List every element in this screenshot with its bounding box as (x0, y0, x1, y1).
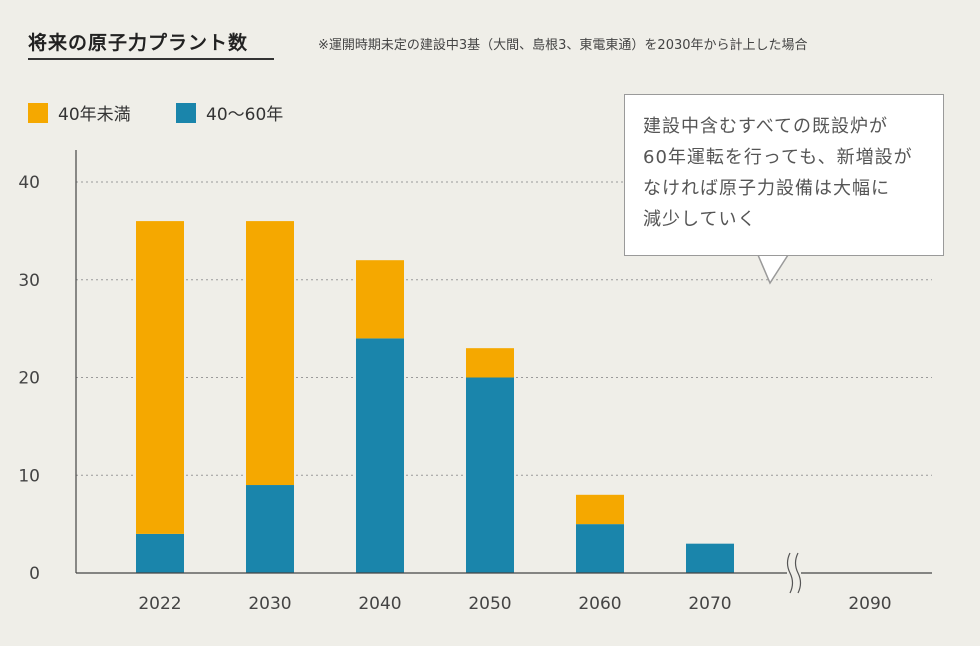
bar-segment-under-40 (136, 221, 184, 534)
legend-swatch-under-40 (28, 102, 48, 123)
callout-line: 60年運転を行っても、新増設が (643, 147, 913, 168)
bar-segment-40-60 (466, 377, 514, 573)
axis-break-line (794, 552, 802, 594)
axis-break-gap (787, 553, 801, 593)
bar-segment-under-40 (466, 348, 514, 378)
x-tick-label: 2050 (468, 594, 511, 614)
legend-item-40-60: 40〜60年 (176, 100, 283, 125)
title-underline (28, 58, 274, 60)
x-tick-label: 2070 (688, 594, 731, 614)
callout-line: なければ原子力設備は大幅に (643, 178, 890, 199)
callout-box: 建設中含むすべての既設炉が 60年運転を行っても、新増設が なければ原子力設備は… (624, 94, 944, 256)
x-tick-label: 2030 (248, 594, 291, 614)
chart-note: ※運開時期未定の建設中3基（大間、島根3、東電東通）を2030年から計上した場合 (318, 38, 808, 53)
callout-line: 減少していく (643, 209, 757, 230)
x-tick-label: 2090 (848, 594, 891, 614)
bar-segment-40-60 (136, 533, 184, 573)
legend-label-40-60: 40〜60年 (206, 105, 284, 125)
x-tick-label: 2022 (138, 594, 181, 614)
bar-segment-under-40 (246, 221, 294, 486)
callout-line: 建設中含むすべての既設炉が (643, 116, 889, 137)
y-tick-label: 30 (18, 271, 40, 291)
y-tick-label: 40 (18, 173, 40, 193)
bar-segment-40-60 (686, 543, 734, 573)
legend-item-under-40: 40年未満 (28, 100, 131, 125)
y-tick-label: 20 (18, 369, 40, 389)
y-tick-label: 10 (18, 466, 40, 486)
bar-segment-40-60 (356, 338, 404, 573)
callout-tail (757, 254, 789, 285)
x-tick-label: 2060 (578, 594, 621, 614)
axis-break-line (786, 552, 794, 594)
chart-title: 将来の原子力プラント数 (28, 32, 249, 54)
bar-segment-40-60 (576, 524, 624, 573)
bar-segment-40-60 (246, 485, 294, 573)
legend-label-under-40: 40年未満 (58, 105, 131, 125)
legend-swatch-40-60 (176, 102, 196, 123)
x-tick-label: 2040 (358, 594, 401, 614)
bar-segment-under-40 (576, 494, 624, 525)
y-tick-label: 0 (29, 564, 40, 584)
bar-segment-under-40 (356, 260, 404, 339)
